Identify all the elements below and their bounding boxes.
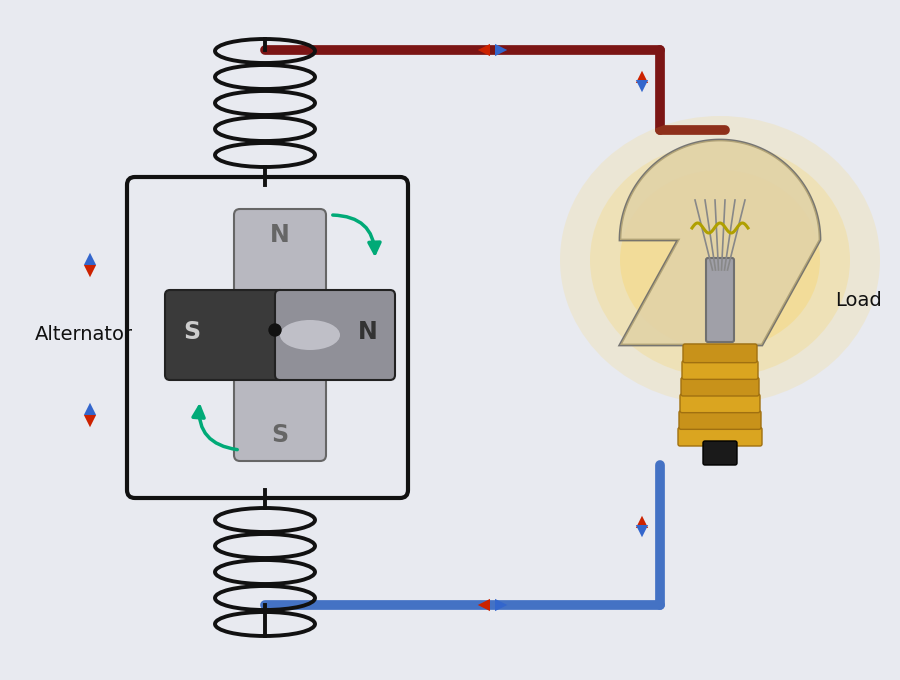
Ellipse shape xyxy=(620,170,820,350)
Text: Load: Load xyxy=(835,290,882,309)
FancyBboxPatch shape xyxy=(681,377,759,396)
FancyBboxPatch shape xyxy=(234,209,326,341)
FancyBboxPatch shape xyxy=(165,290,285,380)
FancyBboxPatch shape xyxy=(683,344,757,362)
Ellipse shape xyxy=(560,116,880,404)
Polygon shape xyxy=(620,140,820,345)
FancyBboxPatch shape xyxy=(678,427,762,446)
FancyBboxPatch shape xyxy=(679,411,761,429)
Text: S: S xyxy=(184,320,201,344)
Circle shape xyxy=(269,324,281,336)
Ellipse shape xyxy=(590,143,850,377)
FancyBboxPatch shape xyxy=(682,360,758,379)
FancyBboxPatch shape xyxy=(703,441,737,465)
FancyBboxPatch shape xyxy=(234,329,326,461)
Polygon shape xyxy=(620,140,820,345)
FancyBboxPatch shape xyxy=(680,394,760,413)
FancyBboxPatch shape xyxy=(275,290,395,380)
Text: N: N xyxy=(270,223,290,247)
Text: S: S xyxy=(272,423,289,447)
FancyBboxPatch shape xyxy=(706,258,734,342)
Text: Alternator: Alternator xyxy=(35,326,133,345)
Text: N: N xyxy=(358,320,378,344)
Ellipse shape xyxy=(280,320,340,350)
